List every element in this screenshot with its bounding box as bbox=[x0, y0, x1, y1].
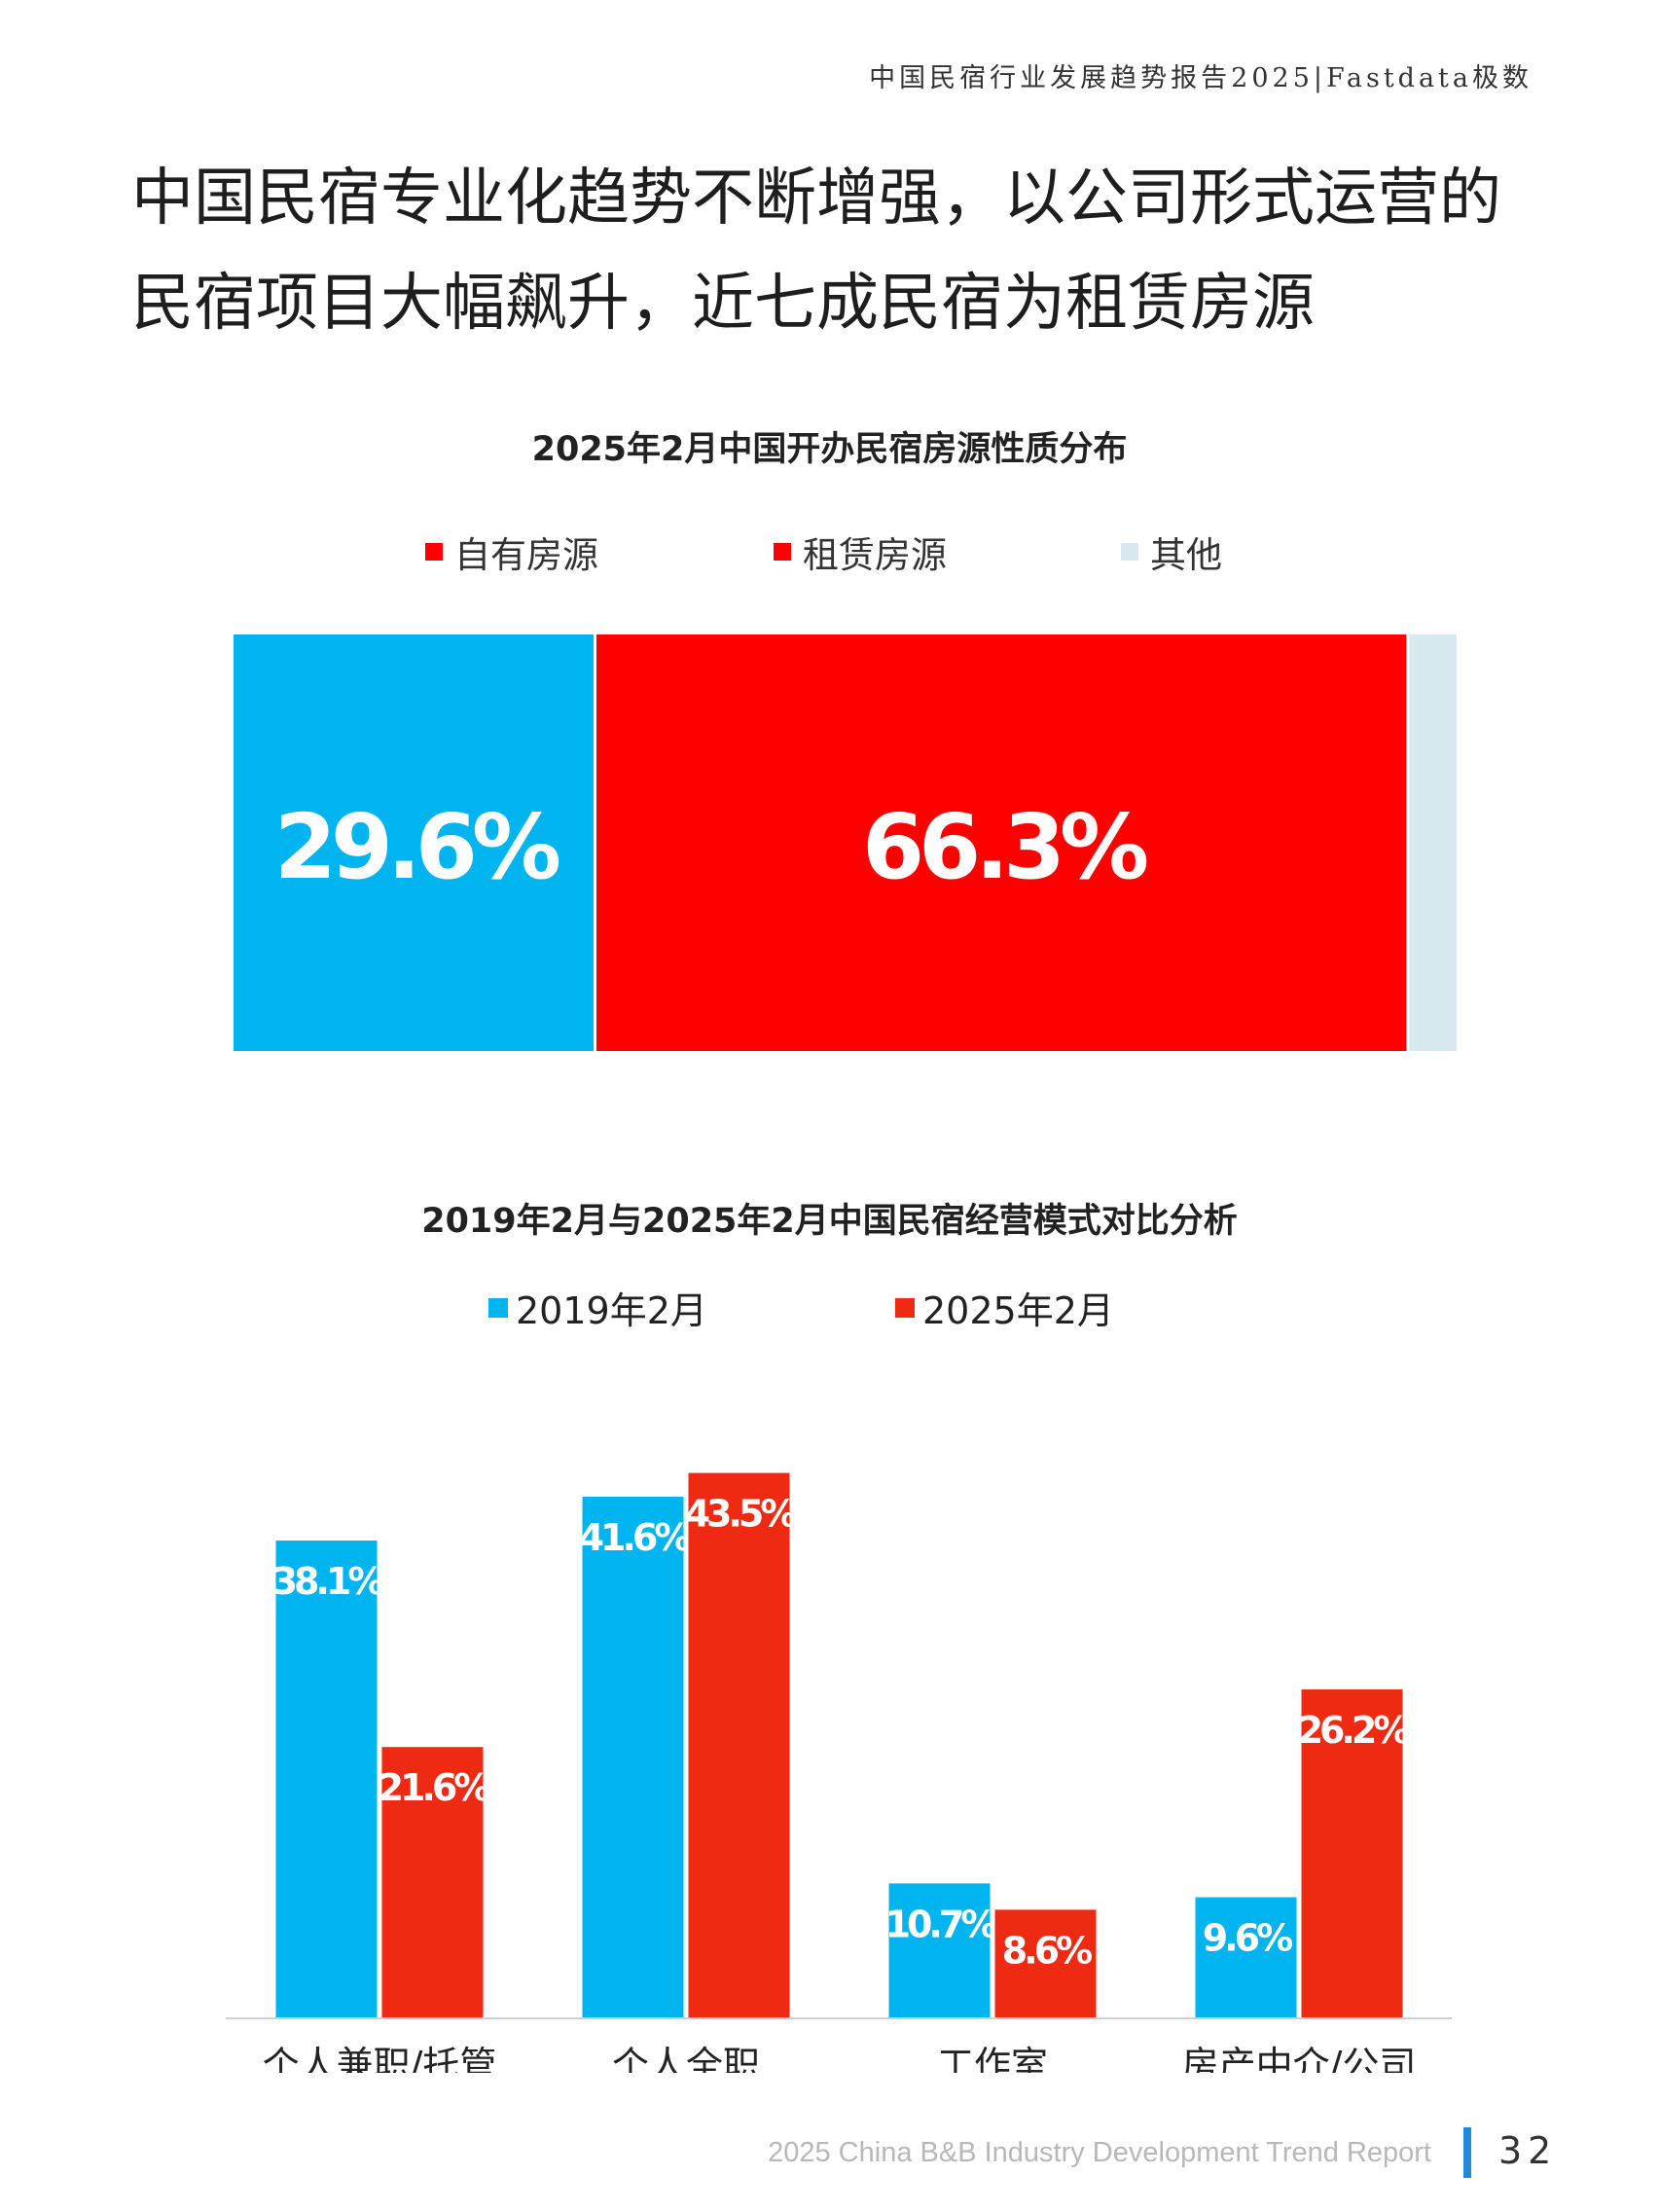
legend-swatch-2019 bbox=[488, 1297, 508, 1318]
chart-1-title: 2025年2月中国开办民宿房源性质分布 bbox=[531, 430, 1128, 469]
bar-label-2025-1: 21.6% bbox=[379, 1766, 490, 1809]
bar-label-2019-4: 9.6% bbox=[1203, 1917, 1292, 1960]
page-headline: 中国民宿专业化趋势不断增强，以公司形式运营的 民宿项目大幅飙升，近七成民宿为租赁… bbox=[131, 146, 1552, 356]
bar-label-2025-3: 8.6% bbox=[1002, 1929, 1092, 1972]
page-number: 32 bbox=[1498, 2129, 1558, 2172]
footer-accent-bar bbox=[1463, 2127, 1471, 2178]
headline-line-2: 民宿项目大幅飙升，近七成民宿为租赁房源 bbox=[131, 268, 1315, 340]
stacked-bar-segment-3 bbox=[1409, 635, 1457, 1051]
legend-item-2025: 2025年2月 bbox=[895, 1281, 1114, 1334]
x-tick-label-1: 个人兼职/托管 bbox=[263, 2044, 497, 2073]
bar-2019-2 bbox=[582, 1497, 684, 2017]
report-header: 中国民宿行业发展趋势报告2025|Fastdata极数 bbox=[869, 63, 1533, 93]
bar-label-2025-2: 43.5% bbox=[685, 1493, 797, 1536]
bar-2025-3 bbox=[994, 1909, 1097, 2017]
bar-2025-2 bbox=[688, 1472, 790, 2017]
headline-line-1: 中国民宿专业化趋势不断增强，以公司形式运营的 bbox=[131, 163, 1501, 235]
legend-swatch-own bbox=[425, 543, 443, 561]
legend-swatch-rental bbox=[774, 543, 791, 561]
bar-2025-4 bbox=[1301, 1689, 1403, 2017]
chart-1-plot: 29.6% 66.3% bbox=[234, 635, 1457, 1051]
legend-swatch-other bbox=[1121, 543, 1138, 561]
bar-label-2019-1: 38.1% bbox=[272, 1560, 384, 1603]
x-tick-label-3: 工作室 bbox=[937, 2044, 1048, 2073]
chart-2-title: 2019年2月与2025年2月中国民宿经营模式对比分析 bbox=[421, 1202, 1238, 1241]
chart-2-plot: 38.1% 21.6% 个人兼职/托管 41.6%43.5% 个人全职 10.7%8.6%… bbox=[226, 1472, 1452, 2073]
footer-report-title: 2025 China B&B Industry Development Tren… bbox=[768, 2137, 1431, 2168]
chart-1-legend: 自有房源 租赁房源 其他 bbox=[0, 526, 1659, 576]
x-tick-label-4: 房产中介/公司 bbox=[1182, 2044, 1417, 2073]
legend-label-own: 自有房源 bbox=[454, 534, 598, 576]
legend-label-other: 其他 bbox=[1150, 534, 1222, 576]
stacked-bar-segment-2 bbox=[595, 635, 1407, 1051]
bar-2019-1 bbox=[275, 1541, 378, 2017]
bar-2019-3 bbox=[888, 1883, 991, 2017]
legend-label-2019: 2019年2月 bbox=[516, 1289, 707, 1332]
legend-swatch-2025 bbox=[895, 1297, 915, 1318]
bar-2025-1 bbox=[381, 1747, 484, 2017]
stacked-bar-label-2: 66.3% bbox=[862, 795, 1147, 899]
chart-2-legend: 2019年2月 2025年2月 bbox=[0, 1281, 1659, 1332]
stacked-bar-label-1: 29.6% bbox=[274, 795, 559, 899]
legend-item-other: 其他 bbox=[1121, 526, 1222, 578]
legend-item-2019: 2019年2月 bbox=[488, 1281, 707, 1334]
legend-item-rental: 租赁房源 bbox=[774, 526, 947, 578]
bar-label-2019-3: 10.7% bbox=[885, 1903, 997, 1945]
legend-label-2025: 2025年2月 bbox=[922, 1289, 1114, 1332]
bar-label-2025-4: 26.2% bbox=[1298, 1709, 1410, 1752]
x-tick-label-2: 个人全职 bbox=[612, 2044, 760, 2073]
bar-label-2019-2: 41.6% bbox=[579, 1516, 691, 1559]
legend-label-rental: 租赁房源 bbox=[803, 534, 947, 576]
bar-2019-4 bbox=[1195, 1897, 1297, 2017]
legend-item-own: 自有房源 bbox=[425, 526, 598, 578]
stacked-bar-segment-1 bbox=[234, 635, 594, 1051]
